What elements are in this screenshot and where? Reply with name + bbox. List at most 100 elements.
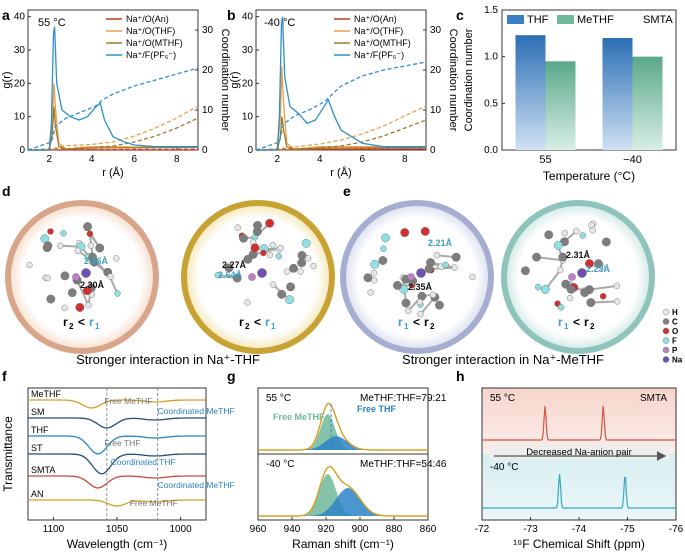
- phosphorus-atom: [72, 273, 80, 281]
- curves: [255, 16, 427, 151]
- atom: [297, 268, 304, 275]
- atom: [82, 286, 92, 296]
- trace-label: SMTA: [31, 465, 55, 475]
- cmp-sub: 1: [95, 322, 100, 331]
- atom: [289, 263, 298, 273]
- atom: [579, 232, 586, 239]
- ratio-label: MeTHF:THF=79:21: [360, 393, 447, 404]
- phosphorus-atom: [568, 273, 576, 281]
- atom-legend-label: P: [672, 346, 678, 355]
- x-tick-label: 8: [402, 154, 408, 165]
- x-tick-label: 1050: [106, 524, 129, 535]
- x-tick-label: 4: [317, 154, 323, 165]
- sodium-atom: [257, 268, 267, 278]
- atom: [234, 224, 242, 231]
- atom: [613, 282, 621, 290]
- y2-tick-label: 10: [202, 105, 214, 116]
- y2-tick-label: 20: [202, 65, 214, 76]
- y-tick-label: 40: [242, 12, 254, 23]
- atom-legend-label: O: [672, 327, 678, 336]
- atom: [381, 233, 390, 243]
- ftir-trace: [28, 453, 206, 475]
- atom: [85, 301, 92, 309]
- atom: [47, 228, 54, 235]
- y-tick-label: 20: [242, 78, 254, 89]
- peak-annotation: Coordinated THF: [111, 457, 176, 467]
- x-tick-label: 8: [174, 154, 180, 165]
- y-tick-label: 30: [14, 45, 26, 56]
- atom: [566, 294, 574, 302]
- atom-legend-label: Na: [672, 356, 683, 365]
- atom-legend-label: H: [672, 308, 678, 317]
- comparison-r1-lt-r2: r 1 < r 2: [558, 315, 595, 331]
- phosphorus-atom: [248, 273, 256, 281]
- y2-tick-label: 0: [202, 145, 208, 156]
- rdf-line: [256, 66, 426, 151]
- caption-d: Stronger interaction in Na⁺-THF: [76, 352, 260, 367]
- x-tick-label: 960: [250, 524, 267, 535]
- x-tick-label: 920: [318, 524, 335, 535]
- atom: [557, 304, 565, 311]
- atom: [265, 218, 275, 228]
- free-methf-label: Free MeTHF: [273, 412, 325, 422]
- temp-label: -40 °C: [490, 462, 518, 473]
- legend-label: Na⁺/O(MTHF): [354, 38, 411, 48]
- atom: [277, 244, 284, 252]
- atom: [521, 266, 530, 276]
- molecule-cluster: [214, 218, 317, 306]
- x-tick-label: 940: [284, 524, 301, 535]
- cmp-r: r: [63, 315, 68, 329]
- atom: [544, 230, 554, 240]
- distance-label: 2.30Å: [80, 280, 105, 290]
- annotation-temp: 55 °C: [38, 17, 66, 29]
- cmp-r: r: [239, 315, 244, 329]
- atom: [114, 290, 121, 297]
- snapshot-circle: [340, 200, 494, 354]
- trace-label: ST: [31, 443, 43, 453]
- distance-label: 2.27Å: [222, 260, 247, 270]
- legend-label: Na⁺/F(PF₆⁻): [126, 50, 176, 60]
- atom: [404, 307, 412, 315]
- x-tick-label: −40: [623, 154, 642, 166]
- phosphorus-atom: [407, 273, 415, 281]
- x-tick-label: -74: [572, 524, 587, 535]
- rdf-line: [28, 26, 198, 151]
- atom: [588, 221, 595, 229]
- molecule-cluster: [363, 227, 476, 318]
- atom: [297, 251, 307, 260]
- legend-label: Na⁺/O(An): [126, 14, 169, 24]
- atom: [86, 230, 94, 237]
- ftir-trace: [28, 417, 206, 429]
- atom: [239, 233, 248, 243]
- smta-label: SMTA: [640, 393, 667, 404]
- atom: [400, 228, 410, 238]
- atom: [43, 241, 53, 251]
- panel-letter-f: f: [2, 368, 7, 384]
- y2-tick-label: 0: [430, 145, 436, 156]
- trace-label: THF: [31, 425, 49, 435]
- atom: [393, 281, 402, 290]
- atom: [420, 227, 430, 236]
- trace-labels: MeTHF SM THF ST SMTA AN Free MeTHF Coordinated …: [31, 389, 235, 508]
- atom: [44, 274, 51, 282]
- cn-line: [27, 117, 199, 151]
- atom: [363, 273, 373, 283]
- atom: [594, 259, 603, 269]
- x-tick-label: 1100: [43, 524, 65, 535]
- molecular-snapshots-methf: 2.21Å 2.35Å 2.31Å 2.23Å r 1 < r 2 r 1 < …: [340, 200, 683, 367]
- peak-annotation: Free THF: [104, 438, 140, 448]
- thf-band: [258, 488, 428, 516]
- legend-label-thf: THF: [527, 14, 549, 26]
- cmp-sub: 2: [69, 322, 74, 331]
- cmp-sub: 2: [590, 322, 595, 331]
- legend-label: Na⁺/O(THF): [354, 26, 403, 36]
- atom: [370, 259, 380, 269]
- atom: [585, 259, 594, 268]
- atom: [46, 294, 56, 304]
- y-axis-label: Coordination number: [463, 28, 475, 131]
- atom: [378, 256, 388, 265]
- x-tick-label: 860: [420, 524, 437, 535]
- nmr-chart: -72 -73 -74 -75 -76 55 °C SMTA -40 °C Decrea…: [475, 387, 684, 551]
